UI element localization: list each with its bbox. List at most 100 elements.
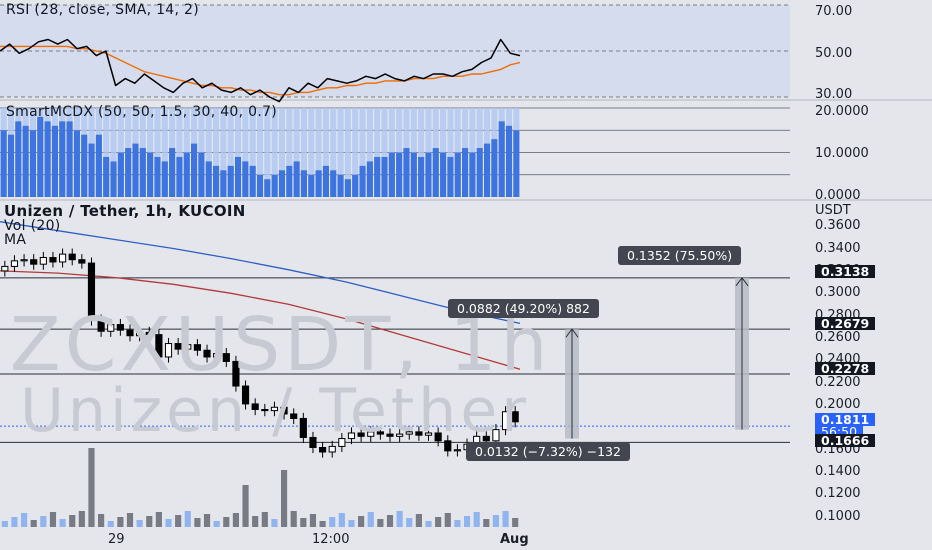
smart-bar	[425, 152, 432, 197]
time-label-aug: Aug	[500, 532, 529, 547]
smart-bar	[234, 156, 242, 197]
smart-bar	[344, 179, 351, 197]
ma-label[interactable]: MA	[4, 232, 27, 248]
candle-body	[328, 445, 336, 453]
smart-bg-bar	[330, 108, 337, 197]
smart-bar	[139, 148, 146, 197]
smart-bar	[293, 161, 300, 197]
volume-bar	[444, 513, 451, 527]
smart-bar	[22, 125, 29, 197]
price-tick: 0.3400	[815, 240, 861, 256]
volume-bar	[242, 485, 249, 527]
smart-bar	[454, 152, 461, 197]
rsi-tick-50: 50.00	[815, 46, 853, 61]
candle-body	[30, 259, 38, 265]
volume-bar	[512, 518, 519, 527]
volume-bar	[329, 517, 336, 527]
smart-bg-bar	[205, 108, 212, 197]
watermark-pair: Unizen / Tether	[20, 376, 530, 446]
smart-bg-bar	[234, 108, 242, 197]
smart-bar	[191, 143, 198, 197]
volume-bar	[223, 517, 230, 527]
volume-bar	[348, 520, 355, 527]
smart-bg-bar	[337, 108, 344, 197]
measure-label-middle[interactable]: 0.0882 (49.20%) 882	[448, 299, 599, 318]
smart-bar	[66, 121, 73, 197]
candle-body	[424, 432, 433, 436]
smart-tick-20: 20.0000	[815, 104, 869, 119]
rsi-title[interactable]: RSI (28, close, SMA, 14, 2)	[6, 2, 199, 18]
ma-red-line	[0, 270, 521, 370]
smart-bar	[125, 148, 132, 197]
smart-bar	[73, 130, 80, 197]
smart-bar	[183, 152, 190, 197]
volume-bar	[290, 511, 297, 527]
volume-bar	[30, 520, 37, 527]
volume-bar	[319, 521, 326, 527]
smart-bar	[95, 134, 102, 197]
candle-body	[290, 413, 298, 419]
volume-bar	[415, 514, 422, 527]
volume-bar	[300, 518, 307, 527]
volume-bar	[49, 512, 57, 527]
candle-body	[299, 417, 307, 438]
smart-bar	[161, 161, 168, 197]
main-symbol-title[interactable]: Unizen / Tether, 1h, KUCOIN	[4, 202, 246, 220]
smart-tick-0: 0.0000	[815, 188, 861, 203]
measure-label-top[interactable]: 0.1352 (75.50%)	[618, 246, 742, 265]
volume-bar	[425, 521, 432, 527]
candle-body	[357, 432, 365, 437]
price-tick: 0.1000	[815, 508, 861, 524]
smart-bg-bar	[271, 108, 278, 197]
measure-arrow-middle-head	[565, 328, 579, 338]
volume-label[interactable]: Vol (20)	[4, 218, 61, 234]
candle-body	[251, 403, 259, 411]
candle-body	[319, 447, 327, 453]
volume-bar	[78, 511, 85, 527]
volume-bar	[117, 517, 124, 527]
smart-bar	[308, 174, 315, 197]
volume-bar	[136, 520, 143, 527]
smart-bar	[447, 156, 454, 197]
candle-body	[145, 331, 153, 336]
smart-bg-bar	[278, 108, 286, 197]
candle-body	[270, 406, 279, 412]
smart-bar	[212, 165, 220, 197]
volume-bar	[165, 519, 172, 527]
volume-bar	[386, 515, 394, 527]
smart-tick-10: 10.0000	[815, 146, 869, 161]
volume-bar	[107, 521, 114, 527]
smart-bg-bar	[103, 108, 110, 197]
smart-bar	[44, 121, 51, 197]
candle-body	[280, 406, 288, 415]
candle-body	[78, 259, 86, 264]
smart-bar	[469, 152, 476, 197]
volume-bar	[213, 521, 220, 527]
candle-body	[193, 344, 201, 351]
smart-bar	[483, 143, 491, 197]
smart-bg-bar	[286, 108, 293, 197]
candle-body	[87, 262, 96, 321]
measure-label-low[interactable]: 0.0132 (−7.32%) −132	[466, 442, 630, 461]
smart-bar	[388, 152, 395, 197]
candle-body	[59, 253, 67, 263]
smart-bar	[154, 156, 161, 197]
smartmcdx-title[interactable]: SmartMCDX (50, 50, 1.5, 30, 40, 0.7)	[6, 104, 278, 120]
smart-bg-bar	[256, 108, 264, 197]
volume-bar	[11, 517, 18, 527]
price-tick: 0.3600	[815, 218, 861, 234]
candle-body	[396, 433, 404, 437]
smart-bar	[396, 152, 403, 197]
candle-body	[222, 353, 230, 362]
volume-bar	[502, 511, 509, 527]
candle-body	[68, 253, 76, 261]
smart-bg-bar	[381, 108, 388, 197]
measure-arrow-large-head	[735, 276, 749, 287]
smart-bar	[242, 161, 249, 197]
smart-bar	[359, 165, 366, 197]
smart-bg-bar	[242, 108, 249, 197]
candle-body	[415, 431, 423, 436]
smart-bar	[256, 174, 264, 197]
candle-body	[164, 343, 173, 358]
